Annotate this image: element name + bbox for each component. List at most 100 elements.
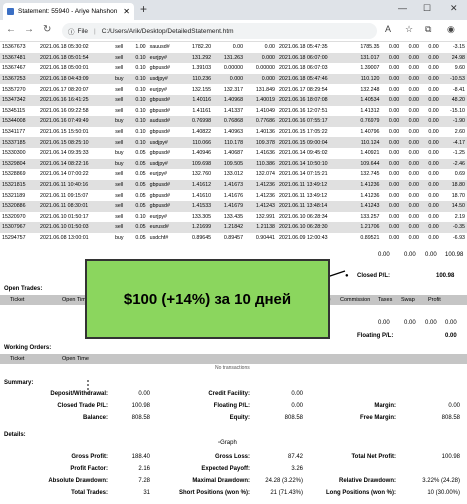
table-cell: usdjpy# xyxy=(147,158,182,170)
table-cell: 0.77686 xyxy=(245,116,277,127)
table-cell: 15347342 xyxy=(0,94,39,106)
table-cell: 1.39007 xyxy=(360,65,380,72)
table-cell: 18.80 xyxy=(440,179,467,191)
minimize-icon[interactable]: — xyxy=(398,3,407,13)
floating-pl-value: 0.00 xyxy=(445,333,457,339)
table-cell: 1.21138 xyxy=(245,222,277,233)
refresh-icon[interactable]: ↻ xyxy=(43,24,52,35)
table-cell: 1782.20 xyxy=(191,44,212,51)
open-taxes: 0.00 xyxy=(404,320,416,326)
table-cell: 1.41679 xyxy=(213,200,246,212)
table-cell: 0.00 xyxy=(388,213,400,220)
table-cell: 0.00 xyxy=(388,65,400,72)
table-cell: 133.305 xyxy=(191,213,212,220)
totals-profit: 100.98 xyxy=(445,252,464,258)
table-cell: 1.41236 xyxy=(360,192,380,199)
table-cell: 0.00 xyxy=(420,200,441,212)
summary-label: Total Trades: xyxy=(71,490,108,496)
read-aloud-icon[interactable]: A xyxy=(385,24,392,34)
table-cell: 2021.06.15 08:25:10 xyxy=(38,137,111,148)
table-cell: 0.10 xyxy=(135,86,146,93)
table-cell: 131.017 xyxy=(349,52,382,64)
table-cell: 0.00 xyxy=(401,73,421,85)
table-cell: 0.00 xyxy=(388,234,400,241)
maximize-icon[interactable]: ☐ xyxy=(423,3,432,13)
table-cell: 2021.06.18 05:47:46 xyxy=(276,73,350,85)
table-cell: usdjpy# xyxy=(147,137,182,148)
wo-col-ticket: Ticket xyxy=(10,356,25,362)
closed-pl-label: Closed P/L: xyxy=(357,273,391,279)
table-cell: gbpusd# xyxy=(149,150,170,157)
working-orders-title: Working Orders: xyxy=(4,345,52,351)
table-cell: -2.46 xyxy=(440,158,467,170)
table-cell: 0.00 xyxy=(420,94,441,106)
table-cell: 133.435 xyxy=(223,213,244,220)
table-cell: 0.00 xyxy=(420,222,441,233)
summary-label: Deposit/Withdrawal: xyxy=(50,391,108,397)
table-cell: 1.40921 xyxy=(360,150,380,157)
summary-value: 0.00 xyxy=(138,391,150,397)
table-cell: sell xyxy=(115,44,124,51)
table-cell: 2021.06.18 04:43:09 xyxy=(38,73,111,85)
collections-icon[interactable]: ⧉ xyxy=(425,24,432,34)
table-cell: 132.317 xyxy=(223,86,244,93)
table-cell: 2021.06.14 09:35:33 xyxy=(40,150,89,157)
table-row: 15328869 2021.06.14 07:00:22 sell 0.05 eurjp… xyxy=(0,169,467,180)
summary-label: Balance: xyxy=(82,415,108,421)
summary-value: 3.26 xyxy=(291,466,303,472)
closed-pl-value: 100.98 xyxy=(436,273,455,279)
browser-tab[interactable]: Statement: 55940 - Ariye Nahshon ✕ xyxy=(3,3,134,20)
summary-label: Expected Payoff: xyxy=(201,466,250,472)
table-cell: 0.89645 xyxy=(191,234,212,241)
table-cell: 0.00 xyxy=(388,129,400,136)
back-icon[interactable]: ← xyxy=(6,24,16,35)
table-cell: 15367673 xyxy=(2,44,26,51)
summary-label: Equity: xyxy=(229,415,250,421)
open-trades-title: Open Trades: xyxy=(4,286,43,292)
forward-icon[interactable]: → xyxy=(24,24,34,35)
graph-alt-text: Graph xyxy=(220,440,237,446)
table-row: 15321815 2021.06.11 10:40:16 sell 0.05 gbpus… xyxy=(0,179,467,191)
table-row: 15294757 2021.06.08 13:00:01 buy 0.05 usdchf… xyxy=(0,233,467,244)
table-cell: 132.155 xyxy=(191,86,212,93)
table-cell: 1.41312 xyxy=(360,107,380,114)
table-cell: 2021.06.10 06:28:30 xyxy=(276,222,350,233)
table-cell: 131.263 xyxy=(213,52,246,64)
table-cell: 0.000 xyxy=(245,73,277,85)
table-cell: eurjpy# xyxy=(147,52,182,64)
profile-icon[interactable]: ◉ xyxy=(447,24,455,34)
summary-value: 188.40 xyxy=(131,454,150,460)
table-cell: 0.00 xyxy=(381,137,402,148)
table-cell: 15337185 xyxy=(0,137,39,148)
summary-label: Maximal Drawdown: xyxy=(192,478,250,484)
table-cell: 0.00 xyxy=(401,137,421,148)
table-cell: 2021.06.18 05:01:54 xyxy=(38,52,111,64)
table-cell: usdjpy# xyxy=(147,73,182,85)
new-tab-button[interactable]: + xyxy=(140,2,148,16)
table-cell: 1.41236 xyxy=(349,179,382,191)
close-window-icon[interactable]: ✕ xyxy=(450,3,458,13)
table-cell: 0.76979 xyxy=(349,116,382,127)
details-title: Details: xyxy=(4,432,26,438)
table-row: 15320886 2021.06.11 08:30:01 sell 0.05 gbpus… xyxy=(0,200,467,212)
table-cell: 2021.06.16 18:07:08 xyxy=(276,94,350,106)
table-cell: gbpusd# xyxy=(147,200,182,212)
table-cell: 0.05 xyxy=(127,222,148,233)
table-cell: 0.10 xyxy=(135,129,146,136)
table-cell: 2.60 xyxy=(454,129,465,136)
table-cell: 2021.06.11 13:48:14 xyxy=(276,200,350,212)
table-cell: 0.00 xyxy=(388,86,400,93)
favorites-icon[interactable]: ☆ xyxy=(405,24,414,34)
url-field[interactable]: ⓘ File | C:/Users/Arik/Desktop/DetailedS… xyxy=(62,23,377,39)
close-tab-icon[interactable]: ✕ xyxy=(123,7,130,16)
table-cell: 0.10 xyxy=(127,73,148,85)
table-cell: 15329804 xyxy=(0,158,39,170)
table-cell: 2021.06.10 01:50:03 xyxy=(38,222,111,233)
table-cell: 1785.35 xyxy=(360,44,380,51)
table-cell: 1.40963 xyxy=(223,129,244,136)
table-cell: 0.00 xyxy=(401,94,421,106)
summary-value: 31 xyxy=(143,490,150,496)
table-cell: 2021.06.11 13:49:12 xyxy=(278,192,328,199)
table-cell: 2021.06.14 07:00:22 xyxy=(40,171,89,178)
table-cell: 2021.06.11 13:49:12 xyxy=(276,179,350,191)
